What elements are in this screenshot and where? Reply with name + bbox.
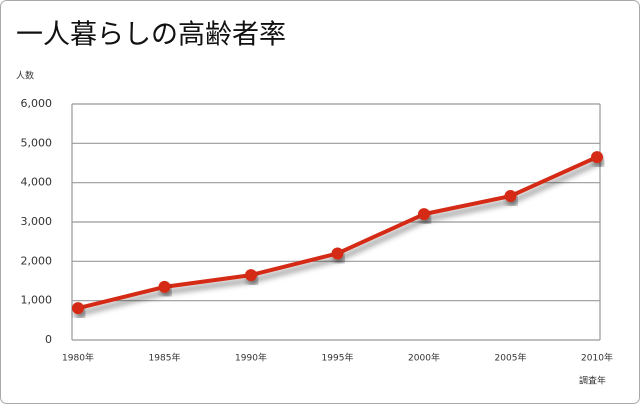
x-tick-label: 1995年 <box>322 352 354 364</box>
y-tick-label: 5,000 <box>21 136 53 149</box>
x-tick-label: 1980年 <box>62 352 94 364</box>
point <box>158 280 171 293</box>
y-tick-label: 3,000 <box>21 215 53 228</box>
point <box>418 208 430 221</box>
point <box>72 302 84 315</box>
y-tick-label: 4,000 <box>21 176 53 189</box>
x-tick-label: 2000年 <box>408 352 440 364</box>
x-tick-label: 2010年 <box>581 352 613 364</box>
x-tick-label: 1990年 <box>235 352 267 364</box>
point <box>331 247 344 260</box>
x-tick-label: 2005年 <box>495 352 527 364</box>
y-axis-label: 人数 <box>16 70 34 82</box>
x-tick-label: 1985年 <box>149 352 181 364</box>
point <box>245 269 257 282</box>
point <box>504 190 517 203</box>
x-axis-label: 調査年 <box>579 375 606 387</box>
chart-title: 一人暮らしの高齢者率 <box>16 20 286 51</box>
y-tick-label: 2,000 <box>21 254 53 267</box>
y-tick-label: 6,000 <box>21 97 53 110</box>
y-tick-label: 0 <box>45 333 52 346</box>
y-tick-label: 1,000 <box>21 294 53 307</box>
point <box>591 151 603 164</box>
